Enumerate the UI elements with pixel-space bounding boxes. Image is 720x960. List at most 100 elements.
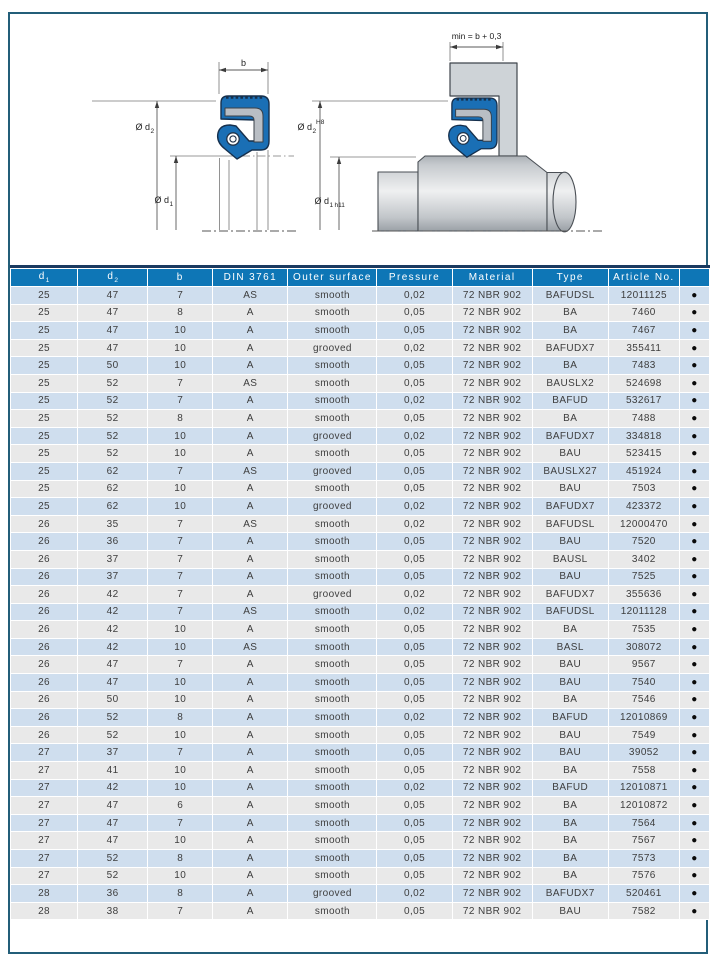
cell-pressure: 0,02 bbox=[377, 779, 452, 797]
cell-material: 72 NBR 902 bbox=[452, 322, 532, 339]
cell-b: 10 bbox=[148, 832, 213, 849]
cell-material: 72 NBR 902 bbox=[452, 339, 532, 357]
cell-type: BAFUD bbox=[532, 709, 608, 726]
cell-pressure: 0,05 bbox=[377, 691, 452, 709]
cell-d2: 47 bbox=[78, 304, 148, 322]
cell-material: 72 NBR 902 bbox=[452, 885, 532, 902]
cell-din-3761: A bbox=[213, 902, 288, 920]
cell-b: 7 bbox=[148, 656, 213, 674]
cell-pressure: 0,05 bbox=[377, 638, 452, 656]
dim-label-d2-tolerance: H8 bbox=[316, 119, 325, 126]
cell-outer-surface: grooved bbox=[288, 462, 377, 480]
cell-outer-surface: smooth bbox=[288, 850, 377, 867]
cell-din-3761: A bbox=[213, 427, 288, 445]
cell-din-3761: A bbox=[213, 586, 288, 603]
spec-table-body: 25 47 7 AS smooth 0,02 72 NBR 902 BAFUDSL 120111… bbox=[11, 287, 709, 920]
cell-material: 72 NBR 902 bbox=[452, 515, 532, 533]
cell-material: 72 NBR 902 bbox=[452, 814, 532, 832]
cell-outer-surface: smooth bbox=[288, 480, 377, 498]
cell-article-no: 334818 bbox=[608, 427, 679, 445]
cell-available: ● bbox=[679, 550, 709, 568]
cell-article-no: 7503 bbox=[608, 480, 679, 498]
cell-d2: 47 bbox=[78, 674, 148, 691]
cell-b: 8 bbox=[148, 709, 213, 726]
cell-article-no: 7546 bbox=[608, 691, 679, 709]
cell-d1: 25 bbox=[11, 498, 78, 515]
cell-b: 10 bbox=[148, 621, 213, 638]
cell-type: BA bbox=[532, 691, 608, 709]
cell-d2: 42 bbox=[78, 603, 148, 621]
cell-article-no: 7564 bbox=[608, 814, 679, 832]
cell-outer-surface: smooth bbox=[288, 797, 377, 814]
cell-din-3761: A bbox=[213, 445, 288, 462]
cell-available: ● bbox=[679, 779, 709, 797]
cell-type: BAUSLX2 bbox=[532, 374, 608, 392]
cell-b: 7 bbox=[148, 533, 213, 550]
cell-pressure: 0,02 bbox=[377, 427, 452, 445]
cell-available: ● bbox=[679, 814, 709, 832]
cell-material: 72 NBR 902 bbox=[452, 462, 532, 480]
cell-article-no: 520461 bbox=[608, 885, 679, 902]
cell-type: BA bbox=[532, 867, 608, 885]
cell-pressure: 0,02 bbox=[377, 885, 452, 902]
cell-article-no: 7567 bbox=[608, 832, 679, 849]
cell-din-3761: AS bbox=[213, 515, 288, 533]
cell-d1: 27 bbox=[11, 867, 78, 885]
cell-article-no: 12011125 bbox=[608, 287, 679, 304]
cell-material: 72 NBR 902 bbox=[452, 850, 532, 867]
column-header-din-3761: DIN 3761 bbox=[213, 269, 288, 286]
cell-article-no: 7488 bbox=[608, 410, 679, 427]
cell-d2: 52 bbox=[78, 726, 148, 744]
cell-article-no: 7573 bbox=[608, 850, 679, 867]
cell-outer-surface: grooved bbox=[288, 339, 377, 357]
cell-b: 10 bbox=[148, 691, 213, 709]
cell-type: BAU bbox=[532, 480, 608, 498]
dim-label-d1-right-sub: 1 bbox=[330, 202, 334, 209]
cell-outer-surface: smooth bbox=[288, 621, 377, 638]
cell-article-no: 523415 bbox=[608, 445, 679, 462]
cell-article-no: 7549 bbox=[608, 726, 679, 744]
cell-d2: 50 bbox=[78, 357, 148, 374]
cell-din-3761: A bbox=[213, 304, 288, 322]
cell-outer-surface: smooth bbox=[288, 392, 377, 410]
cell-outer-surface: smooth bbox=[288, 674, 377, 691]
cell-b: 10 bbox=[148, 357, 213, 374]
cell-type: BA bbox=[532, 762, 608, 779]
cell-type: BAUSLX27 bbox=[532, 462, 608, 480]
cell-din-3761: A bbox=[213, 480, 288, 498]
cell-din-3761: A bbox=[213, 867, 288, 885]
cell-din-3761: A bbox=[213, 533, 288, 550]
cell-outer-surface: smooth bbox=[288, 410, 377, 427]
cell-d2: 47 bbox=[78, 656, 148, 674]
cell-article-no: 7483 bbox=[608, 357, 679, 374]
cell-d1: 25 bbox=[11, 392, 78, 410]
cell-d2: 36 bbox=[78, 533, 148, 550]
cell-article-no: 3402 bbox=[608, 550, 679, 568]
cell-material: 72 NBR 902 bbox=[452, 674, 532, 691]
cell-available: ● bbox=[679, 726, 709, 744]
dim-label-d2-sub: 2 bbox=[151, 128, 155, 135]
cell-d2: 52 bbox=[78, 392, 148, 410]
cell-type: BAFUDX7 bbox=[532, 586, 608, 603]
cell-d1: 26 bbox=[11, 709, 78, 726]
column-header-type: Type bbox=[532, 269, 608, 286]
cell-outer-surface: smooth bbox=[288, 814, 377, 832]
cell-d1: 26 bbox=[11, 586, 78, 603]
cell-type: BAFUDX7 bbox=[532, 498, 608, 515]
table-row: 26 35 7 AS smooth 0,02 72 NBR 902 BAFUDSL 120004… bbox=[11, 515, 709, 533]
cell-din-3761: A bbox=[213, 726, 288, 744]
cell-outer-surface: smooth bbox=[288, 638, 377, 656]
cell-available: ● bbox=[679, 638, 709, 656]
shaft-end-face bbox=[552, 171, 577, 233]
cell-article-no: 12010869 bbox=[608, 709, 679, 726]
